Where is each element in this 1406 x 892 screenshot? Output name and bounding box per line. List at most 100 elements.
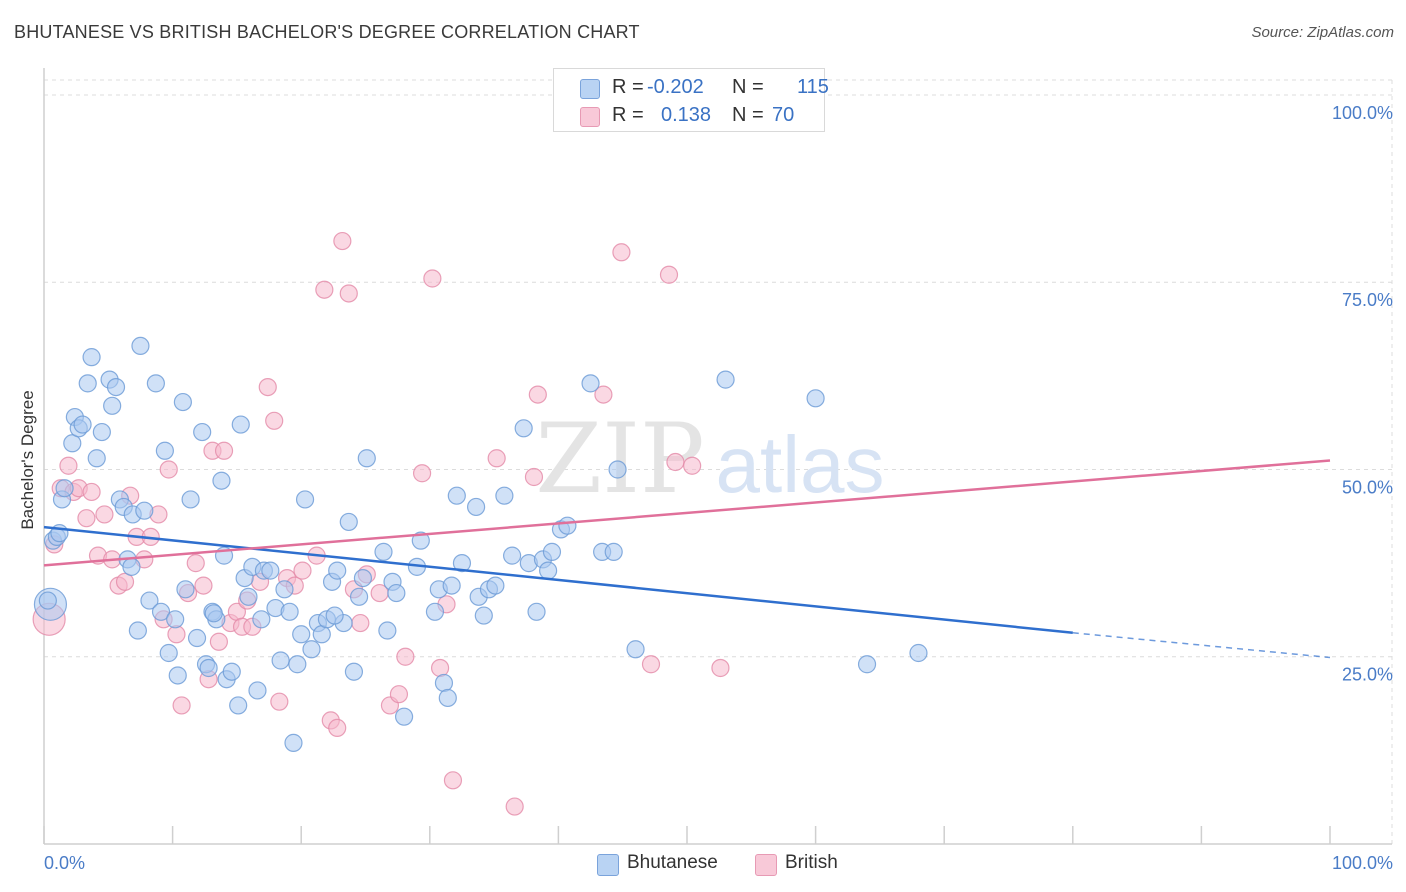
british-point bbox=[82, 482, 101, 502]
bhutanese-point bbox=[176, 580, 195, 599]
bhutanese-points bbox=[33, 336, 928, 752]
british-point bbox=[339, 284, 358, 303]
bhutanese-point bbox=[151, 602, 171, 621]
bhutanese-point bbox=[514, 419, 533, 438]
bhutanese-point bbox=[374, 542, 393, 561]
bhutanese-point bbox=[425, 602, 445, 621]
british-point bbox=[214, 441, 234, 460]
british-point bbox=[659, 265, 679, 284]
bhutanese-point bbox=[486, 576, 505, 595]
bhutanese-point bbox=[349, 587, 369, 606]
bhutanese-point bbox=[581, 374, 600, 393]
source-label: Source: ZipAtlas.com bbox=[1251, 24, 1394, 41]
british-points bbox=[32, 231, 730, 816]
bhutanese-point bbox=[252, 610, 271, 629]
bhutanese-point bbox=[280, 602, 299, 621]
british-point bbox=[594, 385, 613, 404]
bhutanese-point bbox=[140, 591, 159, 610]
bottom-legend-label: British bbox=[785, 852, 838, 873]
bhutanese-point bbox=[328, 561, 347, 580]
british-point bbox=[524, 467, 544, 487]
bhutanese-point bbox=[378, 621, 397, 640]
bhutanese-point bbox=[173, 392, 192, 412]
bhutanese-point bbox=[474, 606, 493, 625]
bhutanese-point bbox=[558, 516, 577, 535]
bhutanese-point bbox=[339, 512, 358, 532]
bhutanese-point bbox=[38, 591, 57, 610]
bhutanese-trend-line bbox=[43, 525, 1073, 635]
bhutanese-point bbox=[527, 602, 546, 621]
bhutanese-point bbox=[166, 610, 185, 629]
legend-r-label: R = bbox=[612, 104, 644, 126]
legend-r-label: R = bbox=[612, 76, 644, 98]
british-point bbox=[328, 718, 347, 738]
bhutanese-point bbox=[909, 643, 928, 663]
british-point bbox=[423, 269, 442, 288]
bhutanese-point bbox=[261, 561, 280, 580]
bhutanese-point bbox=[411, 531, 430, 550]
y-tick-label: 75.0% bbox=[1342, 290, 1393, 310]
bhutanese-point bbox=[193, 422, 212, 442]
bhutanese-point bbox=[325, 606, 344, 625]
british-point bbox=[209, 632, 228, 651]
legend-r-value: 0.138 bbox=[661, 104, 712, 126]
british-point bbox=[186, 554, 205, 573]
british-point bbox=[641, 655, 661, 674]
y-tick-label: 50.0% bbox=[1342, 477, 1393, 497]
british-point bbox=[258, 377, 277, 397]
x-tick-label: 100.0% bbox=[1332, 853, 1393, 873]
british-point bbox=[683, 456, 702, 475]
y-tick-label: 25.0% bbox=[1342, 665, 1393, 685]
y-tick-labels: 25.0% 50.0% 75.0% 100.0% bbox=[1332, 103, 1393, 685]
bhutanese-point bbox=[82, 348, 101, 367]
british-point bbox=[315, 280, 334, 299]
bhutanese-trend-extension bbox=[1072, 632, 1331, 659]
british-point bbox=[396, 647, 415, 666]
bhutanese-point bbox=[604, 542, 623, 561]
bhutanese-point bbox=[231, 415, 250, 434]
watermark-atlas: atlas bbox=[716, 420, 885, 509]
bottom-legend-swatch-blue bbox=[597, 854, 619, 876]
bhutanese-point bbox=[87, 449, 106, 468]
british-point bbox=[528, 385, 547, 404]
british-point bbox=[430, 658, 450, 678]
bhutanese-point bbox=[63, 434, 82, 453]
bhutanese-point bbox=[716, 370, 735, 389]
british-point bbox=[351, 613, 370, 633]
legend-n-value: 70 bbox=[772, 104, 795, 126]
bhutanese-point bbox=[159, 643, 178, 663]
y-tick-label: 100.0% bbox=[1332, 103, 1393, 123]
legend-box: R = -0.202 N = 115 R = 0.138 N = 70 bbox=[553, 68, 829, 132]
bhutanese-point bbox=[146, 374, 165, 393]
british-point bbox=[59, 456, 78, 475]
british-point bbox=[172, 696, 191, 715]
bhutanese-point bbox=[466, 497, 486, 517]
british-point bbox=[270, 692, 289, 711]
bhutanese-point bbox=[608, 460, 627, 479]
british-point bbox=[77, 509, 96, 528]
legend-swatch-pink bbox=[580, 107, 600, 127]
british-point bbox=[159, 460, 178, 479]
bhutanese-point bbox=[357, 449, 376, 468]
bhutanese-point bbox=[302, 640, 321, 659]
bhutanese-point bbox=[181, 490, 200, 509]
bhutanese-point bbox=[199, 658, 218, 678]
bhutanese-point bbox=[387, 583, 406, 603]
british-point bbox=[293, 561, 312, 580]
bhutanese-point bbox=[452, 554, 472, 573]
bhutanese-point bbox=[539, 561, 558, 580]
bhutanese-point bbox=[806, 389, 825, 408]
axes bbox=[43, 68, 1392, 845]
bhutanese-point bbox=[542, 542, 562, 561]
british-point bbox=[265, 411, 284, 430]
trend-lines bbox=[43, 459, 1331, 659]
bhutanese-point bbox=[187, 628, 207, 648]
bhutanese-point bbox=[135, 501, 154, 520]
british-point bbox=[612, 243, 631, 262]
bhutanese-point bbox=[248, 681, 267, 700]
british-point bbox=[389, 685, 409, 704]
bhutanese-point bbox=[106, 377, 126, 397]
legend-n-label: N = bbox=[732, 76, 764, 98]
british-point bbox=[194, 576, 213, 595]
